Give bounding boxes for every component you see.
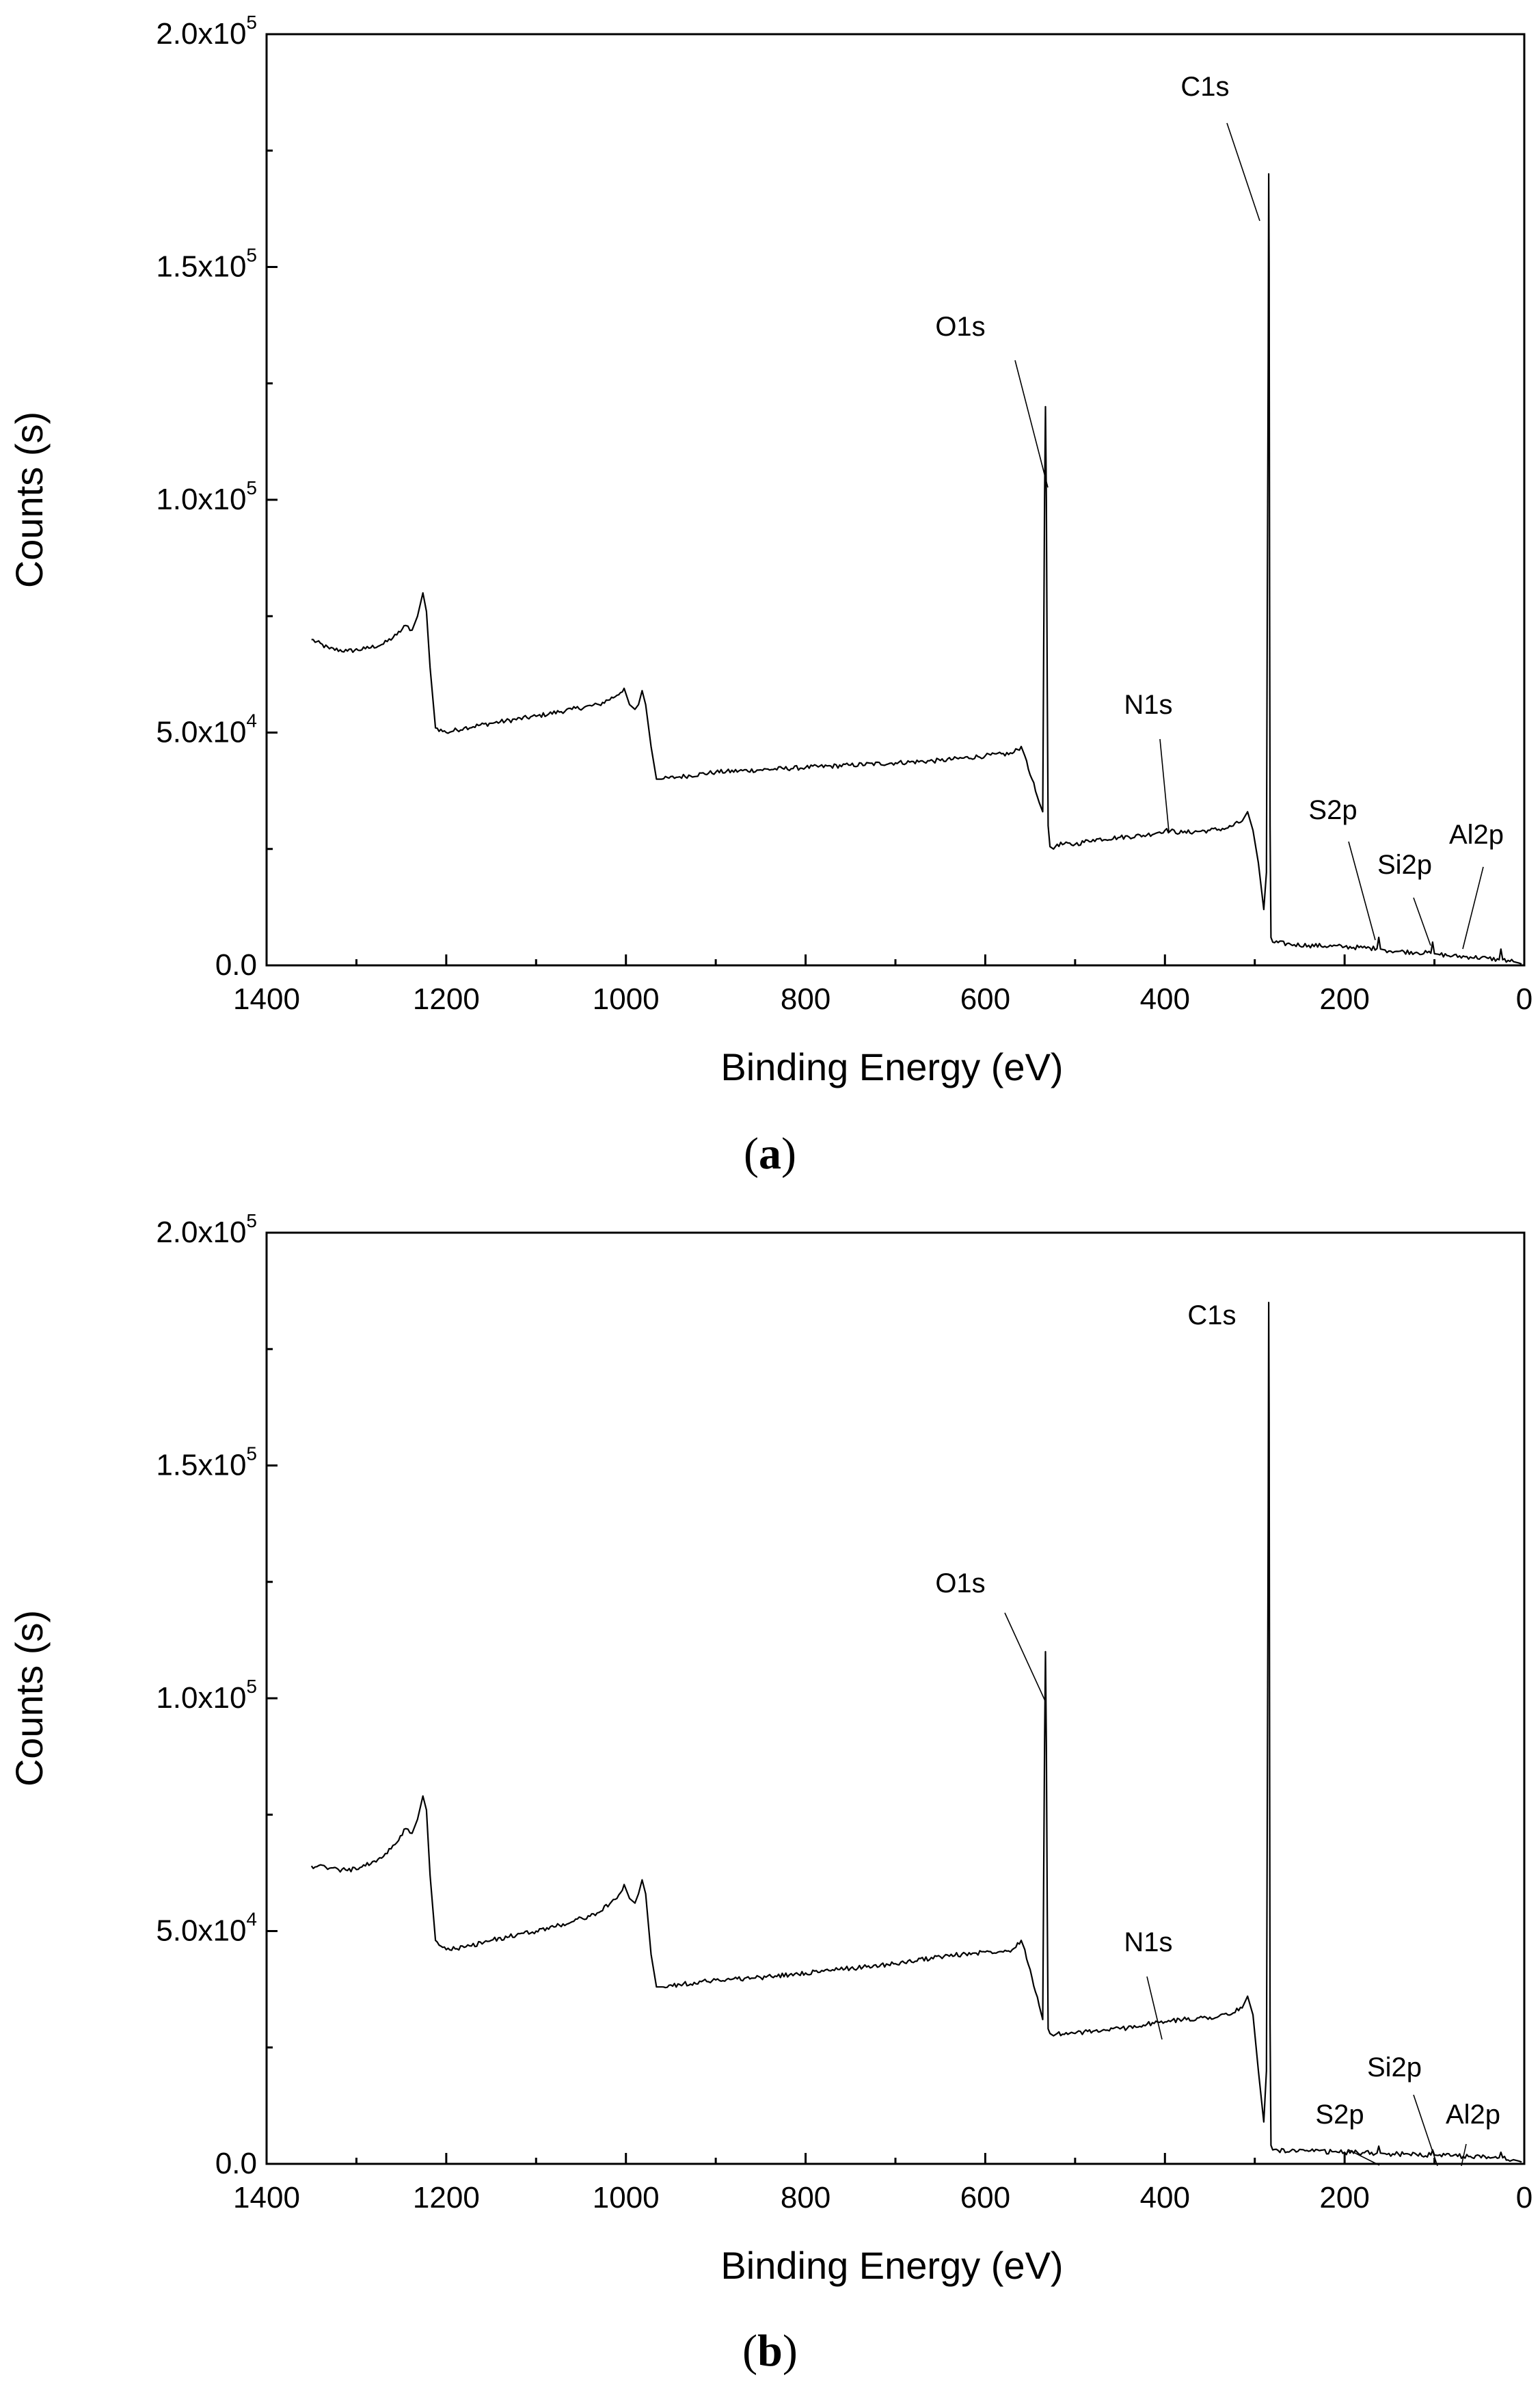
peak-label: N1s (1124, 690, 1172, 720)
x-tick-label: 1000 (593, 2181, 660, 2214)
x-axis-title: Binding Energy (eV) (720, 2244, 1063, 2287)
x-tick-label: 1200 (413, 982, 480, 1016)
x-tick-label: 400 (1140, 982, 1190, 1016)
chart-b: 1400 1200 1000 800 600 400 200 0 0.0 5.0x104 1.0x1… (8, 1210, 1532, 2287)
x-tick-label: 400 (1140, 2181, 1190, 2214)
y-tick-label: 5.0x104 (156, 1909, 257, 1948)
spectrum-line (310, 1302, 1522, 2163)
peak-leader-line (1159, 738, 1170, 832)
spectrum-line (311, 173, 1522, 965)
panel-label-a: (a) (744, 1129, 796, 1179)
x-tick-label: 1000 (593, 982, 660, 1016)
x-tick-label: 200 (1319, 982, 1369, 1016)
x-tick-label: 1400 (233, 2181, 300, 2214)
peak-label: Si2p (1377, 850, 1432, 880)
peak-label: C1s (1180, 72, 1229, 102)
peak-label: S2p (1308, 795, 1357, 825)
peak-leader-line (1014, 360, 1049, 488)
x-axis-title: Binding Energy (eV) (720, 1045, 1063, 1088)
peak-leader-line (1226, 122, 1260, 222)
x-tick-label: 600 (960, 982, 1010, 1016)
x-tick-label: 0 (1516, 2181, 1532, 2214)
peak-label: Al2p (1446, 2100, 1500, 2130)
y-tick-label: 2.0x105 (156, 12, 257, 51)
peak-leader-line (1461, 2143, 1467, 2167)
x-tick-label: 1400 (233, 982, 300, 1016)
y-axis-title: Counts (s) (8, 412, 51, 588)
y-tick-label: 0.0 (215, 2147, 257, 2180)
x-tick-label: 800 (781, 982, 830, 1016)
peak-label: Al2p (1449, 820, 1504, 850)
peak-leader-line (1004, 1612, 1046, 1703)
peak-leader-line (1413, 2094, 1438, 2167)
peak-label: O1s (935, 312, 985, 342)
x-tick-label: 0 (1516, 982, 1532, 1016)
y-tick-label: 5.0x104 (156, 710, 257, 749)
x-tick-label: 800 (781, 2181, 830, 2214)
x-tick-label: 200 (1319, 2181, 1369, 2214)
y-tick-label: 1.5x105 (156, 1443, 257, 1482)
y-tick-label: 1.0x105 (156, 1676, 257, 1715)
x-tick-label: 600 (960, 2181, 1010, 2214)
y-axis-title: Counts (s) (8, 1610, 51, 1786)
peak-label: O1s (935, 1568, 985, 1598)
x-tick-label: 1200 (413, 2181, 480, 2214)
peak-leader-line (1413, 897, 1431, 946)
peak-label: N1s (1124, 1927, 1172, 1957)
peak-leader-line (1146, 1976, 1163, 2040)
figure-b: 1400 1200 1000 800 600 400 200 0 0.0 5.0x104 1.0x1… (0, 1198, 1540, 2397)
peak-leader-line (1347, 2149, 1380, 2166)
y-tick-label: 2.0x105 (156, 1210, 257, 1249)
peak-leader-line (1462, 866, 1484, 950)
figure-a: 1400 1200 1000 800 600 400 200 0 0.0 5.0x104 1.0x1… (0, 0, 1540, 1198)
peak-label: S2p (1315, 2100, 1364, 2130)
panel-label-b: (b) (742, 2326, 798, 2376)
chart-a: 1400 1200 1000 800 600 400 200 0 0.0 5.0x104 1.0x1… (8, 12, 1532, 1088)
peak-label: Si2p (1367, 2052, 1422, 2083)
y-tick-label: 1.0x105 (156, 477, 257, 516)
plot-frame (265, 33, 1526, 967)
peak-leader-line (1348, 841, 1376, 941)
y-tick-label: 0.0 (215, 948, 257, 982)
plot-frame (265, 1231, 1526, 2165)
peak-label: C1s (1187, 1300, 1236, 1330)
y-tick-label: 1.5x105 (156, 245, 257, 284)
